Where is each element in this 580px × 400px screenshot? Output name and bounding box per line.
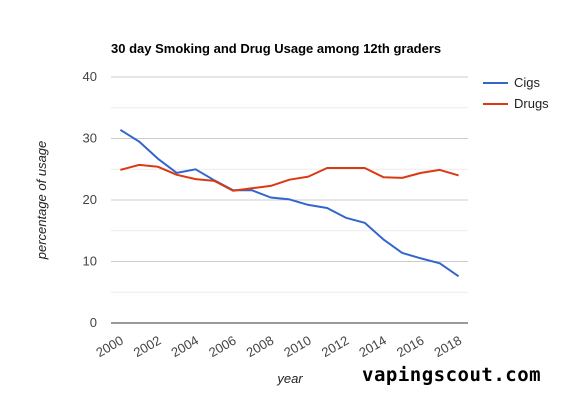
legend-label-cigs: Cigs — [514, 75, 541, 90]
x-tick-label: 2004 — [169, 333, 202, 360]
y-axis-ticks: 0 10 20 30 40 — [83, 69, 97, 330]
legend: Cigs Drugs — [483, 75, 549, 111]
y-tick-label: 10 — [83, 254, 97, 269]
y-tick-label: 30 — [83, 131, 97, 146]
y-tick-label: 40 — [83, 69, 97, 84]
series-line-drugs — [120, 163, 459, 192]
x-tick-label: 2018 — [432, 333, 465, 360]
x-tick-label: 2012 — [319, 333, 352, 360]
legend-label-drugs: Drugs — [514, 96, 549, 111]
x-axis-ticks: 2000 2002 2004 2006 2008 2010 2012 2014 2016 2018 — [93, 333, 464, 360]
watermark: vapingscout.com — [362, 364, 542, 386]
y-axis-label: percentage of usage — [34, 141, 49, 261]
series-lines — [119, 129, 460, 278]
x-axis-label: year — [276, 371, 303, 386]
y-tick-label: 0 — [90, 315, 97, 330]
x-tick-label: 2002 — [131, 333, 164, 360]
y-tick-label: 20 — [83, 192, 97, 207]
x-tick-label: 2008 — [244, 333, 277, 360]
series-line-cigs — [119, 129, 460, 278]
x-tick-label: 2016 — [394, 333, 427, 360]
x-tick-label: 2014 — [356, 333, 389, 360]
chart-title: 30 day Smoking and Drug Usage among 12th… — [111, 41, 441, 56]
x-tick-label: 2010 — [281, 333, 314, 360]
x-tick-label: 2000 — [93, 333, 126, 360]
x-tick-label: 2006 — [206, 333, 239, 360]
